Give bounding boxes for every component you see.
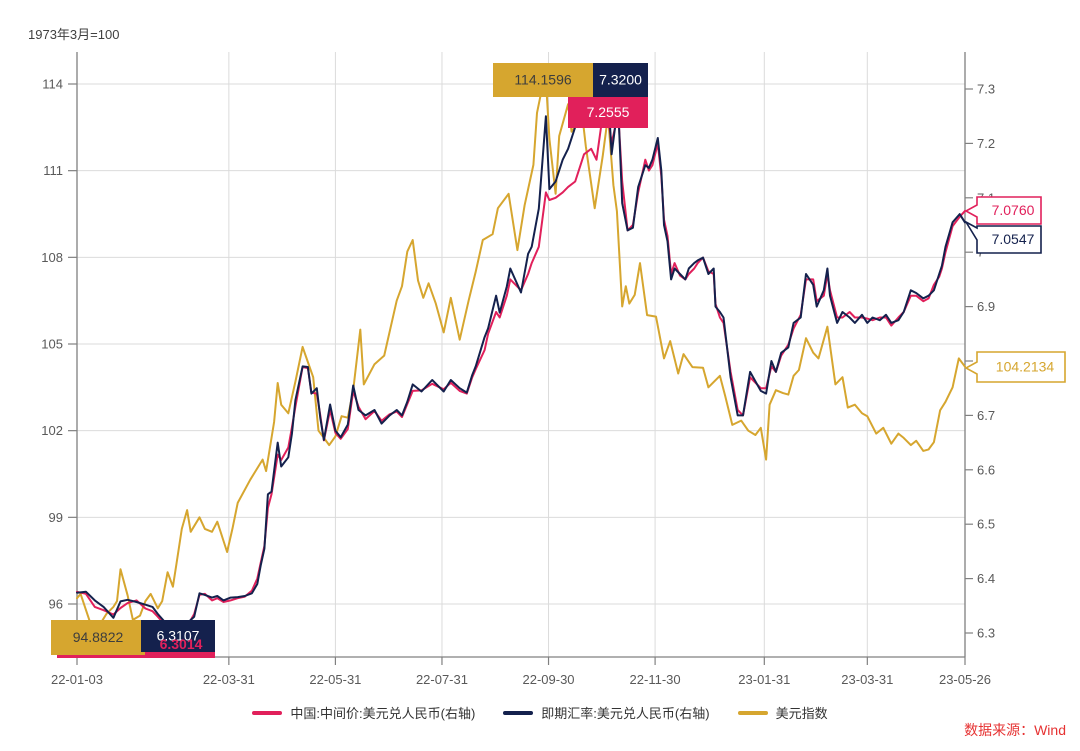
- svg-text:6.3: 6.3: [977, 626, 995, 641]
- data-source-label: 数据来源：Wind: [964, 722, 1066, 738]
- legend-label: 中国:中间价:美元兑人民币(右轴): [290, 706, 476, 721]
- svg-text:22-01-03: 22-01-03: [51, 672, 103, 687]
- svg-text:114.1596: 114.1596: [514, 72, 572, 88]
- svg-text:7.2555: 7.2555: [587, 104, 630, 120]
- series-line-usd-index: [76, 78, 966, 638]
- svg-text:7.0760: 7.0760: [992, 202, 1035, 218]
- svg-text:22-11-30: 22-11-30: [630, 672, 681, 687]
- legend-swatch-cny-spot: [503, 710, 534, 715]
- legend-item-cny-mid: 中国:中间价:美元兑人民币(右轴): [252, 703, 475, 722]
- svg-text:23-05-26: 23-05-26: [939, 672, 991, 687]
- callout-last-usd-index: 104.2134: [964, 351, 1066, 383]
- label-min-usd-index: 94.8822: [51, 620, 145, 655]
- svg-text:6.9: 6.9: [977, 299, 995, 314]
- legend-label: 美元指数: [775, 706, 828, 721]
- svg-text:99: 99: [49, 510, 63, 525]
- callout-last-cny-spot: 7.0547: [963, 219, 1042, 254]
- label-max-cny-mid: 7.2555: [568, 97, 648, 128]
- svg-text:105: 105: [41, 337, 63, 352]
- x-axis: 22-01-03 22-03-31 22-05-31 22-07-31 22-09-30…: [51, 657, 991, 687]
- series-line-cny-spot: [76, 77, 966, 629]
- svg-text:22-03-31: 22-03-31: [203, 672, 255, 687]
- last-value-callouts: 7.0547 7.0760 104.2134: [963, 196, 1066, 383]
- legend-swatch-usd-index: [737, 710, 768, 715]
- svg-text:6.7: 6.7: [977, 408, 995, 423]
- legend-swatch-cny-mid: [252, 710, 283, 715]
- chart-legend: 中国:中间价:美元兑人民币(右轴) 即期汇率:美元兑人民币(右轴) 美元指数: [0, 703, 1080, 722]
- legend-item-usd-index: 美元指数: [737, 703, 828, 722]
- svg-text:7.2: 7.2: [977, 136, 995, 151]
- svg-text:22-05-31: 22-05-31: [309, 672, 361, 687]
- svg-text:6.3107: 6.3107: [157, 628, 200, 644]
- svg-text:111: 111: [43, 163, 63, 178]
- svg-text:22-09-30: 22-09-30: [523, 672, 575, 687]
- svg-text:96: 96: [49, 597, 63, 612]
- svg-text:104.2134: 104.2134: [996, 359, 1055, 375]
- legend-label: 即期汇率:美元兑人民币(右轴): [541, 706, 710, 721]
- svg-text:7.3200: 7.3200: [599, 72, 642, 88]
- svg-text:7.3: 7.3: [977, 82, 995, 97]
- svg-text:94.8822: 94.8822: [73, 629, 124, 645]
- axes: [76, 52, 966, 658]
- y-axis-left: 114 111 108 105 102 99 96: [41, 77, 77, 612]
- svg-text:108: 108: [41, 250, 63, 265]
- svg-text:6.3014: 6.3014: [160, 636, 203, 652]
- index-base-note: 1973年3月=100: [28, 27, 120, 42]
- svg-text:6.4: 6.4: [977, 571, 995, 586]
- svg-text:23-01-31: 23-01-31: [738, 672, 790, 687]
- svg-text:23-03-31: 23-03-31: [841, 672, 893, 687]
- svg-text:7.0547: 7.0547: [992, 231, 1035, 247]
- label-max-cny-spot: 7.3200: [593, 63, 648, 97]
- svg-text:102: 102: [41, 423, 63, 438]
- series-line-cny-mid: [76, 112, 966, 634]
- svg-text:6.5: 6.5: [977, 517, 995, 532]
- label-max-usd-index: 114.1596: [493, 63, 593, 97]
- label-min-cny-spot: 6.3107: [141, 620, 215, 652]
- legend-item-cny-spot: 即期汇率:美元兑人民币(右轴): [503, 703, 710, 722]
- svg-text:22-07-31: 22-07-31: [416, 672, 468, 687]
- svg-text:6.6: 6.6: [977, 462, 995, 477]
- callout-last-cny-mid: 7.0760: [964, 196, 1042, 225]
- svg-text:114: 114: [42, 77, 63, 92]
